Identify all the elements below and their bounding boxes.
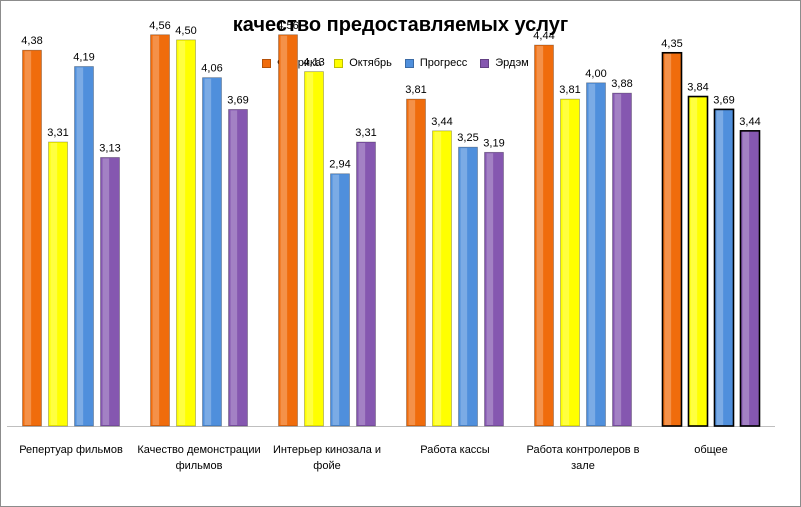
bar-highlight-fabrika-1 bbox=[24, 51, 32, 426]
bar-highlight-erdem-4 bbox=[486, 153, 494, 425]
bar-highlight-oktyabr-2 bbox=[178, 40, 186, 426]
data-label-erdem-5: 3,88 bbox=[611, 78, 632, 90]
data-label-erdem-2: 3,69 bbox=[227, 94, 248, 106]
bar-progress-1 bbox=[74, 66, 94, 427]
data-label-oktyabr-4: 3,44 bbox=[431, 116, 452, 128]
legend: Фабрика Октябрь Прогресс Эрдэм bbox=[262, 55, 542, 71]
category-label-2: Качество демонстрации фильмов bbox=[137, 444, 260, 472]
data-label-fabrika-5: 4,44 bbox=[533, 30, 554, 42]
bar-progress-6 bbox=[713, 108, 735, 427]
bar-fabrika-5 bbox=[534, 44, 554, 427]
data-label-oktyabr-2: 4,50 bbox=[175, 25, 196, 37]
bar-highlight-progress-4 bbox=[460, 148, 468, 425]
data-label-progress-2: 4,06 bbox=[201, 63, 222, 75]
bar-erdem-2 bbox=[228, 109, 248, 427]
bar-highlight-erdem-5 bbox=[614, 94, 622, 425]
bar-oktyabr-2 bbox=[176, 39, 196, 427]
bar-highlight-oktyabr-6 bbox=[690, 97, 698, 425]
data-label-erdem-1: 3,13 bbox=[99, 142, 120, 154]
bar-erdem-4 bbox=[484, 151, 504, 427]
legend-label-progress: Прогресс bbox=[419, 57, 468, 69]
bar-highlight-erdem-6 bbox=[742, 131, 750, 425]
bar-oktyabr-1 bbox=[48, 141, 68, 427]
bar-oktyabr-6 bbox=[687, 95, 709, 427]
data-label-oktyabr-3: 4,13 bbox=[303, 57, 324, 69]
data-label-fabrika-4: 3,81 bbox=[405, 84, 426, 96]
bar-highlight-oktyabr-4 bbox=[434, 131, 442, 425]
data-label-progress-3: 2,94 bbox=[329, 159, 350, 171]
bar-highlight-fabrika-3 bbox=[280, 35, 288, 425]
bar-highlight-progress-1 bbox=[76, 67, 84, 426]
data-label-progress-1: 4,19 bbox=[73, 51, 94, 63]
legend-swatch-fabrika bbox=[262, 58, 271, 68]
legend-item-erdem: Эрдэм bbox=[480, 57, 529, 69]
legend-swatch-oktyabr bbox=[334, 58, 344, 68]
category-label-4: Работа кассы bbox=[420, 444, 490, 456]
data-label-fabrika-6: 4,35 bbox=[661, 38, 682, 50]
legend-label-erdem: Эрдэм bbox=[495, 57, 529, 69]
bar-highlight-progress-2 bbox=[204, 78, 212, 425]
bar-highlight-fabrika-5 bbox=[536, 46, 544, 425]
bar-highlight-oktyabr-1 bbox=[50, 143, 58, 425]
bar-erdem-5 bbox=[612, 92, 632, 427]
data-label-erdem-3: 3,31 bbox=[355, 127, 376, 139]
bar-highlight-progress-5 bbox=[588, 83, 596, 426]
bar-highlight-fabrika-2 bbox=[152, 35, 160, 425]
data-label-erdem-4: 3,19 bbox=[483, 137, 504, 149]
data-label-progress-4: 3,25 bbox=[457, 132, 478, 144]
bar-oktyabr-4 bbox=[432, 130, 452, 427]
bar-progress-3 bbox=[330, 173, 350, 427]
data-label-fabrika-3: 4,56 bbox=[277, 20, 298, 32]
data-label-oktyabr-6: 3,84 bbox=[687, 82, 708, 94]
bar-highlight-erdem-1 bbox=[102, 158, 110, 426]
legend-swatch-erdem bbox=[480, 58, 490, 68]
legend-label-oktyabr: Октябрь bbox=[349, 57, 392, 69]
legend-item-oktyabr: Октябрь bbox=[334, 57, 392, 69]
chart-title: качество предоставляемых услуг bbox=[232, 14, 569, 36]
data-label-fabrika-2: 4,56 bbox=[149, 20, 170, 32]
bar-highlight-progress-3 bbox=[332, 174, 340, 425]
bar-fabrika-2 bbox=[150, 34, 170, 427]
category-label-5: Работа контролеров в зале bbox=[526, 444, 639, 472]
bar-fabrika-6 bbox=[661, 51, 683, 427]
category-label-3: Интерьер кинозала и фойе bbox=[273, 444, 381, 472]
data-label-erdem-6: 3,44 bbox=[739, 116, 760, 128]
bar-progress-5 bbox=[586, 82, 606, 427]
bar-highlight-oktyabr-3 bbox=[306, 72, 314, 426]
data-label-oktyabr-5: 3,81 bbox=[559, 84, 580, 96]
bar-erdem-6 bbox=[739, 130, 761, 427]
bar-erdem-1 bbox=[100, 157, 120, 427]
legend-swatch-progress bbox=[404, 58, 414, 68]
bar-progress-4 bbox=[458, 146, 478, 427]
bar-progress-2 bbox=[202, 77, 222, 427]
category-label-1: Репертуар фильмов bbox=[19, 444, 123, 456]
category-label-6: общее bbox=[694, 444, 728, 456]
bar-highlight-oktyabr-5 bbox=[562, 100, 570, 426]
bar-fabrika-4 bbox=[406, 98, 426, 427]
data-label-oktyabr-1: 3,31 bbox=[47, 127, 68, 139]
bar-fabrika-3 bbox=[278, 34, 298, 427]
bar-highlight-fabrika-4 bbox=[408, 100, 416, 426]
data-label-fabrika-1: 4,38 bbox=[21, 35, 42, 47]
bar-highlight-progress-6 bbox=[716, 110, 724, 425]
bar-highlight-erdem-2 bbox=[230, 110, 238, 425]
legend-item-progress: Прогресс bbox=[404, 57, 468, 69]
bar-fabrika-1 bbox=[22, 49, 42, 427]
bar-oktyabr-5 bbox=[560, 98, 580, 427]
data-label-progress-6: 3,69 bbox=[713, 94, 734, 106]
bar-highlight-erdem-3 bbox=[358, 143, 366, 425]
bar-erdem-3 bbox=[356, 141, 376, 427]
bar-oktyabr-3 bbox=[304, 71, 324, 427]
data-label-progress-5: 4,00 bbox=[585, 68, 606, 80]
bar-highlight-fabrika-6 bbox=[664, 53, 672, 426]
